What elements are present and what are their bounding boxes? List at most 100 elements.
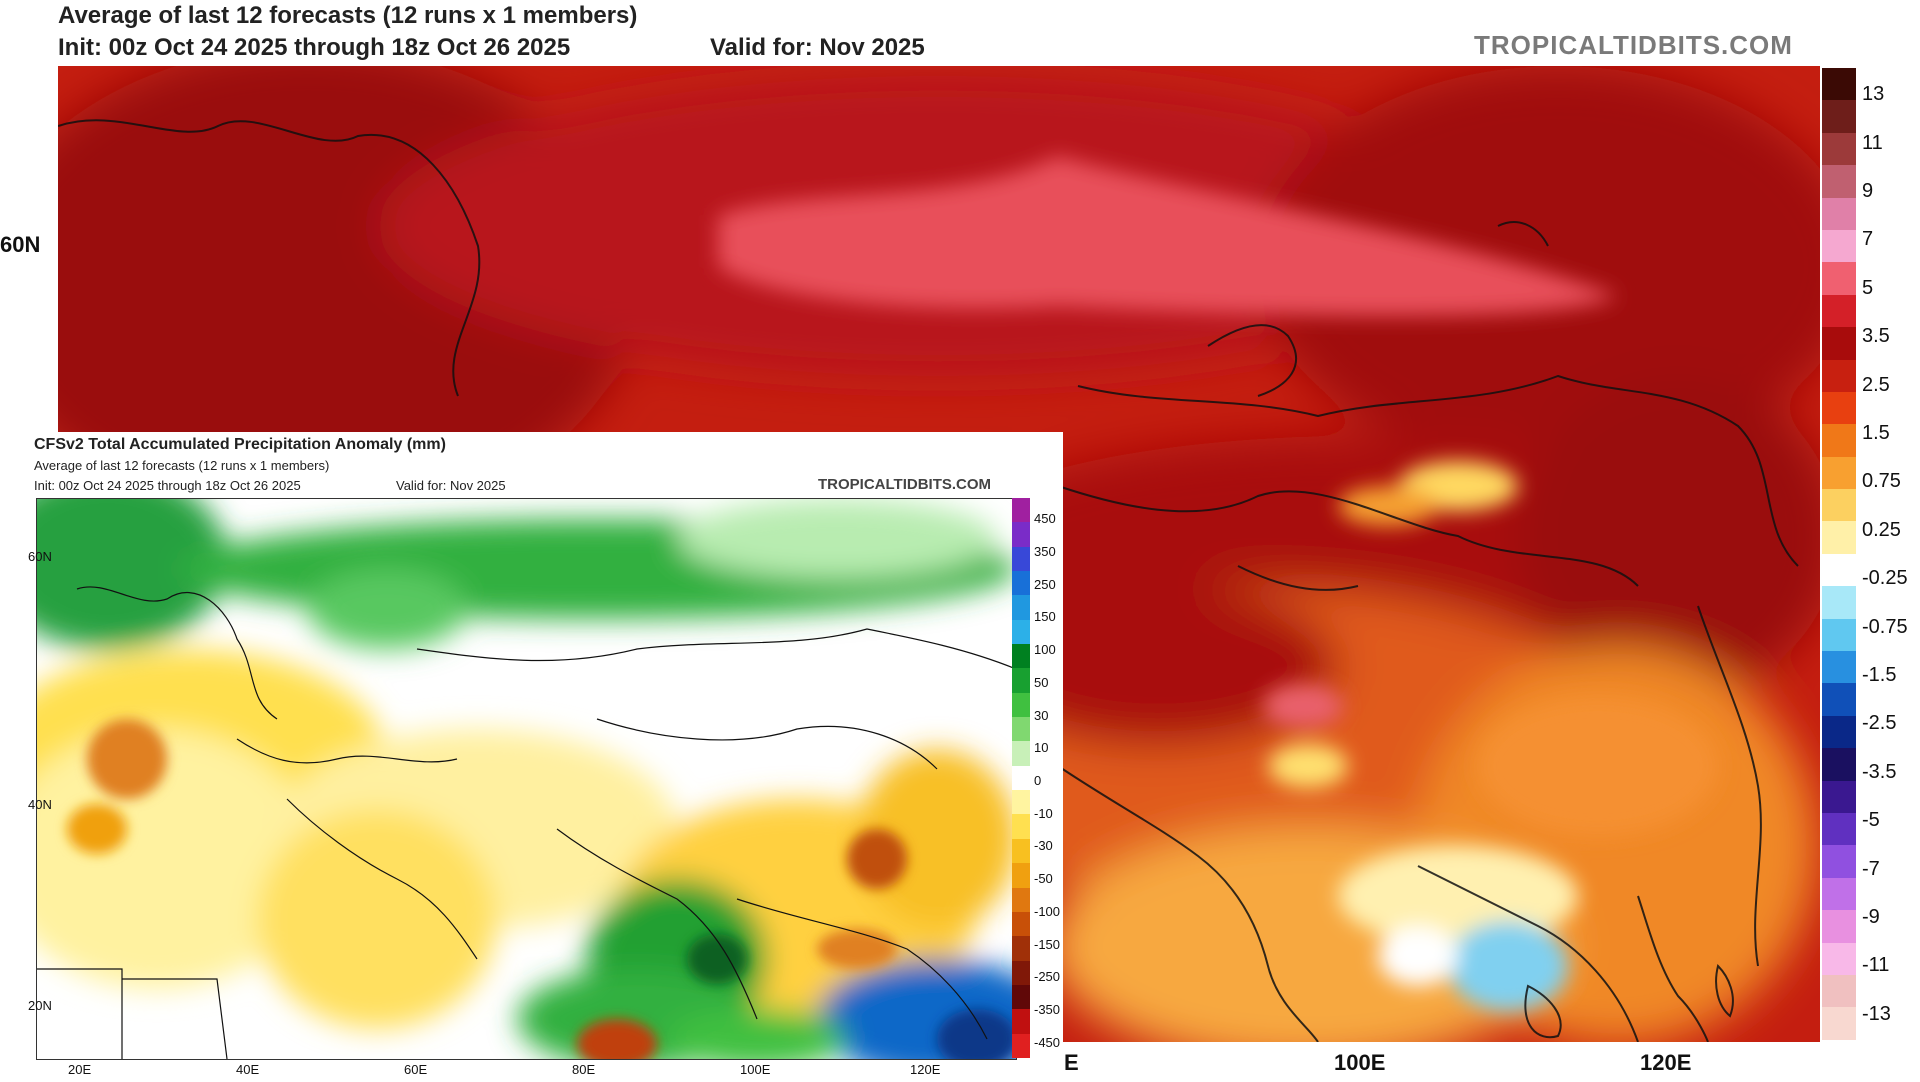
main-title: Average of last 12 forecasts (12 runs x … <box>58 2 638 29</box>
colorbar-swatch <box>1012 1009 1030 1034</box>
colorbar-swatch <box>1012 522 1030 547</box>
inset-lon-label: 40E <box>236 1062 260 1077</box>
inset-lon-label: 20E <box>68 1062 92 1077</box>
colorbar-swatch <box>1012 936 1030 961</box>
inset-colorbar <box>1012 498 1030 1058</box>
colorbar-swatch <box>1012 741 1030 766</box>
colorbar-label: -7 <box>1862 857 1880 880</box>
colorbar-label: 0.75 <box>1862 470 1901 493</box>
inset-lon-label: 120E <box>910 1062 941 1077</box>
colorbar-label: 13 <box>1862 83 1885 106</box>
colorbar-swatch <box>1822 651 1856 684</box>
main-colorbar <box>1822 68 1856 1040</box>
colorbar-swatch <box>1822 780 1856 813</box>
colorbar-swatch <box>1012 619 1030 645</box>
colorbar-swatch <box>1822 294 1856 328</box>
colorbar-swatch <box>1012 1033 1030 1058</box>
colorbar-label: -450 <box>1034 1034 1061 1050</box>
colorbar-label: -30 <box>1034 838 1053 854</box>
colorbar-swatch <box>1822 327 1856 360</box>
colorbar-label: -100 <box>1034 903 1061 919</box>
colorbar-label: 30 <box>1034 707 1049 723</box>
colorbar-swatch <box>1012 668 1030 693</box>
colorbar-swatch <box>1012 863 1030 888</box>
main-brand: TROPICALTIDBITS.COM <box>1474 30 1793 60</box>
colorbar-label: 1.5 <box>1862 422 1890 444</box>
colorbar-label: 350 <box>1034 544 1056 560</box>
colorbar-swatch <box>1822 229 1856 263</box>
colorbar-label: 2.5 <box>1862 373 1890 396</box>
inset-lon-label: 80E <box>572 1062 596 1077</box>
colorbar-swatch <box>1012 765 1030 791</box>
colorbar-swatch <box>1822 618 1856 652</box>
colorbar-label: -9 <box>1862 906 1880 928</box>
main-temperature-anomaly-map <box>58 66 1820 1042</box>
inset-valid-time: Valid for: Nov 2025 <box>396 478 506 493</box>
colorbar-swatch <box>1012 498 1030 523</box>
inset-init-time: Init: 00z Oct 24 2025 through 18z Oct 26… <box>34 478 301 493</box>
colorbar-label: 50 <box>1034 674 1049 690</box>
colorbar-swatch <box>1012 814 1030 839</box>
colorbar-swatch <box>1822 586 1856 619</box>
colorbar-swatch <box>1822 132 1856 166</box>
colorbar-label: -50 <box>1034 871 1053 887</box>
precip-inset-panel: CFSv2 Total Accumulated Precipitation An… <box>28 432 1063 1082</box>
colorbar-label: 10 <box>1034 740 1049 756</box>
colorbar-swatch <box>1012 887 1030 912</box>
colorbar-label: -5 <box>1862 809 1880 832</box>
colorbar-swatch <box>1822 715 1856 749</box>
inset-lat-label: 60N <box>28 549 52 564</box>
colorbar-label: -150 <box>1034 936 1061 952</box>
colorbar-swatch <box>1012 692 1030 718</box>
colorbar-swatch <box>1822 748 1856 781</box>
colorbar-swatch <box>1012 838 1030 864</box>
colorbar-swatch <box>1822 456 1856 490</box>
colorbar-swatch <box>1012 960 1030 985</box>
colorbar-swatch <box>1012 644 1030 669</box>
colorbar-label: 0 <box>1034 773 1042 788</box>
colorbar-swatch <box>1822 683 1856 716</box>
colorbar-label: -0.25 <box>1862 567 1908 590</box>
colorbar-label: 0.25 <box>1862 518 1901 541</box>
colorbar-swatch <box>1822 165 1856 198</box>
colorbar-label: 11 <box>1862 131 1883 154</box>
inset-precipitation-map <box>36 498 1017 1060</box>
colorbar-swatch <box>1012 546 1030 572</box>
colorbar-swatch <box>1822 974 1856 1008</box>
colorbar-label: -0.75 <box>1862 615 1908 638</box>
colorbar-label: -250 <box>1034 969 1061 985</box>
inset-lat-label: 40N <box>28 797 52 812</box>
colorbar-swatch <box>1822 910 1856 943</box>
inset-lon-label: 100E <box>740 1062 771 1077</box>
colorbar-swatch <box>1822 262 1856 295</box>
colorbar-swatch <box>1822 553 1856 587</box>
colorbar-swatch <box>1012 717 1030 742</box>
main-lon-label: 100E <box>1334 1050 1386 1075</box>
inset-subtitle: Average of last 12 forecasts (12 runs x … <box>34 458 330 473</box>
colorbar-swatch <box>1822 100 1856 133</box>
colorbar-swatch <box>1822 489 1856 522</box>
colorbar-label: 250 <box>1034 576 1056 592</box>
colorbar-label: 100 <box>1034 642 1056 658</box>
colorbar-label: 5 <box>1862 276 1874 299</box>
colorbar-label: -13 <box>1862 1002 1891 1025</box>
inset-lat-label: 20N <box>28 998 52 1013</box>
colorbar-label: 7 <box>1862 228 1874 251</box>
colorbar-label: -1.5 <box>1862 664 1897 686</box>
colorbar-label: -10 <box>1034 805 1053 821</box>
colorbar-swatch <box>1822 1007 1856 1040</box>
colorbar-swatch <box>1822 391 1856 425</box>
colorbar-swatch <box>1822 197 1856 230</box>
colorbar-swatch <box>1012 595 1030 620</box>
colorbar-label: 150 <box>1034 609 1056 625</box>
colorbar-swatch <box>1012 911 1030 937</box>
colorbar-swatch <box>1822 812 1856 846</box>
main-lon-label: E <box>1064 1050 1079 1075</box>
main-lon-label: 120E <box>1640 1050 1692 1075</box>
colorbar-label: -11 <box>1862 954 1890 977</box>
colorbar-swatch <box>1012 984 1030 1010</box>
colorbar-label: 450 <box>1034 511 1056 527</box>
main-lat-label: 60N <box>0 232 41 257</box>
colorbar-swatch <box>1822 521 1856 554</box>
colorbar-swatch <box>1822 877 1856 911</box>
